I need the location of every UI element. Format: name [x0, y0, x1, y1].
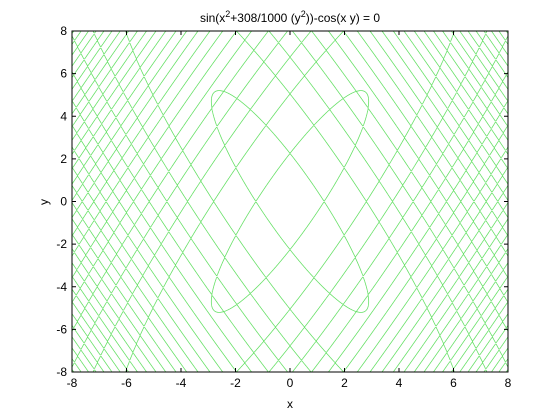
y-tick-label: -6 [56, 322, 67, 336]
y-tick-label: 0 [60, 195, 67, 209]
y-tick-label: -8 [56, 365, 67, 379]
x-tick-label: 8 [505, 376, 512, 390]
x-tick-label: -6 [121, 376, 132, 390]
title-part-2: +308/1000 (y [230, 11, 300, 25]
y-tick-label: 4 [60, 109, 67, 123]
x-tick-label: 0 [287, 376, 294, 390]
x-tick-label: -2 [230, 376, 241, 390]
x-tick-label: 4 [396, 376, 403, 390]
chart-title: sin(x2+308/1000 (y2))-cos(x y) = 0 [200, 9, 380, 25]
title-part-1: sin(x [200, 11, 225, 25]
title-superscript-1: 2 [225, 9, 230, 19]
ticks-layer: -8 -6 -4 -2 0 2 4 6 8 -8 -6 -4 -2 0 2 4 6 8 [56, 24, 511, 390]
y-tick-label: -4 [56, 280, 67, 294]
title-part-3: ))-cos(x y) = 0 [306, 11, 381, 25]
x-axis-label: x [287, 397, 293, 411]
y-tick-label: 6 [60, 67, 67, 81]
plot-area [72, 31, 508, 372]
x-tick-label: -4 [176, 376, 187, 390]
x-tick-label: 2 [341, 376, 348, 390]
x-tick-label: 6 [450, 376, 457, 390]
y-axis-label: y [37, 199, 51, 205]
y-tick-label: 2 [60, 152, 67, 166]
title-superscript-2: 2 [301, 9, 306, 19]
y-tick-label: 8 [60, 24, 67, 38]
x-tick-label: -8 [67, 376, 78, 390]
y-tick-label: -2 [56, 237, 67, 251]
